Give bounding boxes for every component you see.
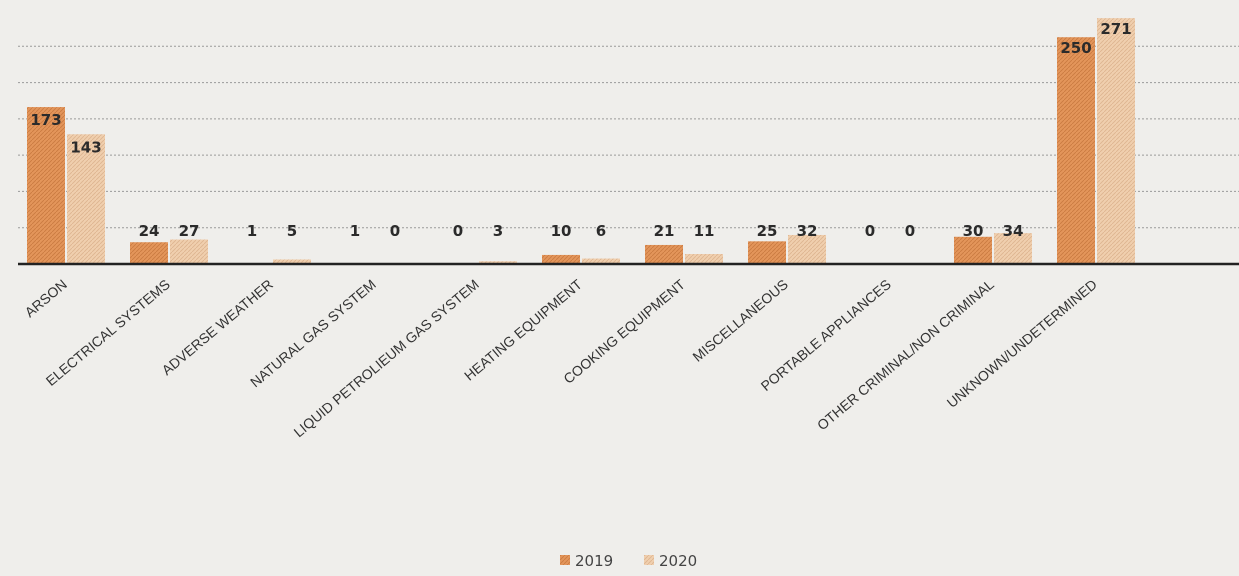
bar-2020-arson: [67, 134, 105, 264]
legend-label-2020: 2020: [659, 552, 697, 570]
category-label-liquid-petrolieum-gas-system: LIQUID PETROLIEUM GAS SYSTEM: [290, 276, 481, 440]
data-label-2019-arson: 173: [30, 111, 61, 129]
bar-2019-arson: [27, 107, 65, 264]
legend-label-2019: 2019: [575, 552, 613, 570]
data-label-2020-miscellaneous: 32: [797, 222, 818, 240]
data-label-2020-portable-appliances: 0: [905, 222, 915, 240]
bar-2019-miscellaneous: [748, 241, 786, 264]
gridlines: [18, 45, 1239, 229]
data-label-2019-miscellaneous: 25: [757, 222, 778, 240]
category-label-adverse-weather: ADVERSE WEATHER: [159, 276, 276, 378]
data-label-2020-cooking-equipment: 11: [694, 222, 715, 240]
category-label-heating-equipment: HEATING EQUIPMENT: [461, 276, 585, 384]
category-label-arson: ARSON: [21, 276, 69, 320]
data-label-2019-unknown-undetermined: 250: [1060, 39, 1091, 57]
bar-2020-other-criminal-non-criminal: [994, 233, 1032, 264]
bar-2020-cooking-equipment: [685, 254, 723, 264]
data-label-2020-unknown-undetermined: 271: [1100, 20, 1131, 38]
legend: 2019 2020: [560, 552, 697, 570]
data-label-2019-portable-appliances: 0: [865, 222, 875, 240]
bar-2019-other-criminal-non-criminal: [954, 236, 992, 264]
legend-swatch-2020: [644, 555, 654, 565]
legend-swatch-2019: [560, 555, 570, 565]
bar-2020-heating-equipment: [582, 258, 620, 264]
data-label-2020-other-criminal-non-criminal: 34: [1003, 222, 1024, 240]
data-label-2020-adverse-weather: 5: [287, 222, 297, 240]
bar-2020-electrical-systems: [170, 239, 208, 264]
data-label-2020-natural-gas-system: 0: [390, 222, 400, 240]
bar-2020-adverse-weather: [273, 259, 311, 264]
data-label-2019-other-criminal-non-criminal: 30: [963, 222, 984, 240]
data-label-2020-heating-equipment: 6: [596, 222, 606, 240]
category-label-other-criminal-non-criminal: OTHER CRIMINAL/NON CRIMINAL: [814, 276, 997, 433]
bar-2020-miscellaneous: [788, 234, 826, 264]
data-label-2019-cooking-equipment: 21: [654, 222, 675, 240]
data-label-2019-electrical-systems: 24: [139, 222, 160, 240]
data-label-2019-heating-equipment: 10: [551, 222, 572, 240]
bars: [27, 18, 1135, 264]
bar-2019-heating-equipment: [542, 254, 580, 264]
bar-2020-unknown-undetermined: [1097, 18, 1135, 264]
data-label-2020-electrical-systems: 27: [179, 222, 200, 240]
bar-2019-electrical-systems: [130, 242, 168, 264]
data-label-2019-liquid-petrolieum-gas-system: 0: [453, 222, 463, 240]
bar-2020-liquid-petrolieum-gas-system: [479, 261, 517, 264]
data-label-2019-adverse-weather: 1: [247, 222, 257, 240]
bar-2019-cooking-equipment: [645, 244, 683, 264]
data-label-2019-natural-gas-system: 1: [350, 222, 360, 240]
category-label-miscellaneous: MISCELLANEOUS: [689, 276, 790, 365]
bar-2019-unknown-undetermined: [1057, 37, 1095, 264]
data-label-2020-liquid-petrolieum-gas-system: 3: [493, 222, 503, 240]
data-label-2020-arson: 143: [70, 138, 101, 156]
